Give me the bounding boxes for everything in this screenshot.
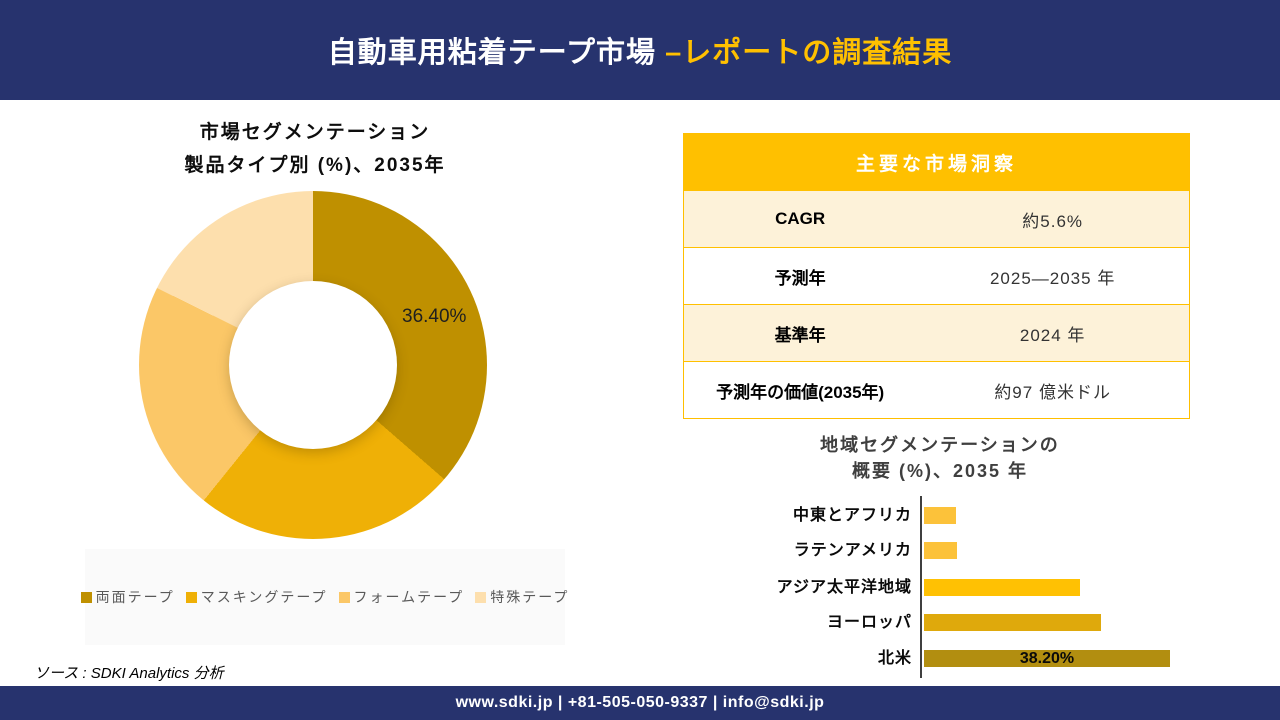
table-row-base-year-value: 2024 年 xyxy=(1019,325,1086,345)
bar-category-europe: ヨーロッパ xyxy=(826,614,912,631)
legend-swatch-masking-tape xyxy=(185,591,197,603)
table-row-base-year-label: 基準年 xyxy=(774,325,826,345)
bar-row-latin-america: ラテンアメリカ xyxy=(690,542,1235,559)
legend-item-masking-tape: マスキングテープ xyxy=(185,587,328,607)
legend-swatch-foam-tape xyxy=(338,591,350,603)
donut-hole xyxy=(229,281,397,449)
bar-chart: 中東とアフリカ ラテンアメリカ アジア太平洋地域 ヨーロッパ 北米 38.20% xyxy=(690,496,1235,678)
legend-label-double-sided-tape: 両面テープ xyxy=(95,589,175,605)
insights-table-header: 主要な市場洞察 xyxy=(684,134,1189,190)
donut-chart xyxy=(139,191,487,539)
table-row-forecast-value-value: 約97 億米ドル xyxy=(994,382,1111,402)
legend-label-specialty-tape: 特殊テープ xyxy=(490,589,570,605)
bar-chart-title: 地域セグメンテーションの 概要 (%)、2035 年 xyxy=(750,432,1130,484)
table-row-cagr-label: CAGR xyxy=(775,209,826,228)
bar-category-middle-east-africa: 中東とアフリカ xyxy=(792,507,912,524)
bar-chart-title-line2: 概要 (%)、2035 年 xyxy=(851,461,1029,481)
header-banner: 自動車用粘着テープ市場 –レポートの調査結果 xyxy=(0,0,1280,100)
table-row-forecast-years: 予測年 2025—2035 年 xyxy=(684,247,1189,304)
legend-label-masking-tape: マスキングテープ xyxy=(200,589,328,605)
footer-banner: www.sdki.jp | +81-505-050-9337 | info@sd… xyxy=(0,686,1280,720)
legend-item-specialty-tape: 特殊テープ xyxy=(475,587,569,607)
bar-category-latin-america: ラテンアメリカ xyxy=(793,542,912,559)
footer-contact-text: www.sdki.jp | +81-505-050-9337 | info@sd… xyxy=(455,694,825,711)
legend-swatch-specialty-tape xyxy=(475,591,487,603)
bar-data-label-north-america: 38.20% xyxy=(1019,650,1075,667)
source-note: ソース : SDKI Analytics 分析 xyxy=(34,665,224,682)
bar-chart-axis-line xyxy=(920,496,922,678)
bar-row-middle-east-africa: 中東とアフリカ xyxy=(690,507,1235,524)
insights-table: 主要な市場洞察 CAGR 約5.6% 予測年 2025—2035 年 基準年 2… xyxy=(683,133,1190,419)
bar-row-north-america: 北米 38.20% xyxy=(690,650,1235,667)
page-title-accent: –レポートの調査結果 xyxy=(656,37,953,69)
table-row-forecast-value: 予測年の価値(2035年) 約97 億米ドル xyxy=(684,361,1189,418)
bar-latin-america xyxy=(924,542,957,559)
bar-chart-title-line1: 地域セグメンテーションの xyxy=(820,435,1060,455)
bar-europe xyxy=(924,614,1102,631)
donut-chart-title-line2: 製品タイプ別 (%)、2035年 xyxy=(184,155,446,176)
bar-category-asia-pacific: アジア太平洋地域 xyxy=(776,579,912,596)
legend-label-foam-tape: フォームテープ xyxy=(353,589,465,605)
donut-legend: 両面テープ マスキングテープ フォームテープ 特殊テープ xyxy=(80,549,567,645)
table-row-cagr-value: 約5.6% xyxy=(1022,211,1084,231)
bar-row-asia-pacific: アジア太平洋地域 xyxy=(690,579,1235,596)
donut-chart-title: 市場セグメンテーション 製品タイプ別 (%)、2035年 xyxy=(95,116,535,182)
legend-item-foam-tape: フォームテープ xyxy=(338,587,465,607)
table-row-forecast-value-label: 予測年の価値(2035年) xyxy=(716,382,885,402)
legend-item-double-sided-tape: 両面テープ xyxy=(80,587,175,607)
bar-category-north-america: 北米 xyxy=(877,650,912,667)
page-title: 自動車用粘着テープ市場 –レポートの調査結果 xyxy=(328,29,952,71)
bar-row-europe: ヨーロッパ xyxy=(690,614,1235,631)
donut-legend-row: 両面テープ マスキングテープ フォームテープ 特殊テープ xyxy=(80,587,570,607)
table-row-forecast-years-label: 予測年 xyxy=(774,268,826,288)
legend-swatch-double-sided-tape xyxy=(80,591,92,603)
page-title-main: 自動車用粘着テープ市場 xyxy=(327,37,657,69)
bar-middle-east-africa xyxy=(924,507,957,524)
donut-data-label: 36.40% xyxy=(402,306,467,327)
table-row-base-year: 基準年 2024 年 xyxy=(684,304,1189,361)
bar-asia-pacific xyxy=(924,579,1080,596)
bar-north-america: 38.20% xyxy=(924,650,1170,667)
donut-chart-title-line1: 市場セグメンテーション xyxy=(199,122,431,143)
table-row-forecast-years-value: 2025—2035 年 xyxy=(989,268,1116,288)
table-row-cagr: CAGR 約5.6% xyxy=(684,190,1189,247)
